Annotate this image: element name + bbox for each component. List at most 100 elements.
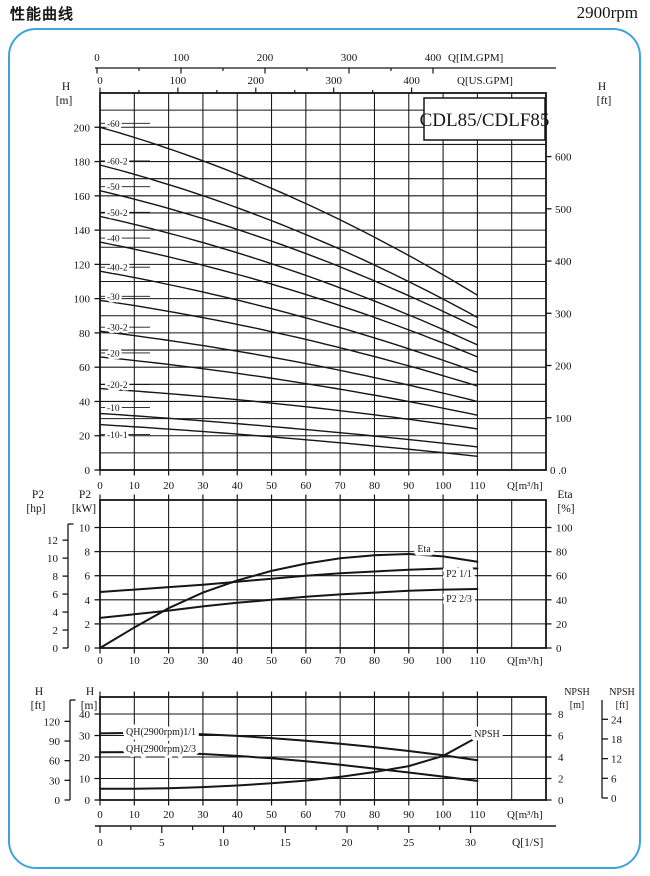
tick-label-p2-hp: 0 <box>53 643 59 655</box>
tick-label-q: 70 <box>335 480 347 492</box>
tick-label-p2-hp: 12 <box>47 535 58 547</box>
tick-label-npsh-m: 4 <box>558 752 564 764</box>
axis-header-eta: [%] <box>557 503 574 515</box>
axis-header-npsh-ft: [ft] <box>616 700 629 711</box>
hq-curve-label: -10 <box>107 404 120 414</box>
npsh-curve-label: NPSH <box>474 729 500 740</box>
tick-label-h-ft: 120 <box>44 716 61 728</box>
tick-label-npsh-m: 6 <box>558 731 564 743</box>
chart-title-box <box>423 97 546 141</box>
tick-label-npsh-ft: 6 <box>611 773 617 785</box>
tick-label-eta: 80 <box>556 547 568 559</box>
tick-label-h-ft: 90 <box>49 736 61 748</box>
axis-header-h-ft: H <box>598 81 606 93</box>
p2-23-curve-label: P2 2/3 <box>446 594 472 605</box>
axis-label-q: Q[m³/h] <box>507 655 543 667</box>
tick-label-eta: 40 <box>556 595 568 607</box>
axis-label-usgpm: Q[US.GPM] <box>457 75 513 87</box>
plot-frame-middle <box>99 499 547 649</box>
hq-curve <box>99 164 479 319</box>
tick-label-eta: 100 <box>556 523 573 535</box>
tick-label-q: 50 <box>266 480 278 492</box>
tick-label-q: 60 <box>300 480 312 492</box>
tick-label-q: 0 <box>97 480 103 492</box>
tick-label-q: 90 <box>403 809 415 821</box>
tick-label-p2-kw: 10 <box>79 523 91 535</box>
tick-label-q: 110 <box>469 480 486 492</box>
tick-label-q: 0 <box>97 809 103 821</box>
axis-header-p2-kw: P2 <box>79 489 91 501</box>
tick-label-q: 40 <box>232 480 244 492</box>
tick-label-imgpm: 100 <box>173 52 190 64</box>
tick-label-q: 10 <box>129 480 141 492</box>
hq-curve-label: -60 <box>107 120 120 130</box>
tick-label-p2-hp: 4 <box>53 607 59 619</box>
tick-label-h-m: 30 <box>79 731 91 743</box>
tick-label-h-ft: 300 <box>555 308 572 320</box>
hq-curve <box>99 387 479 430</box>
tick-label-p2-hp: 10 <box>47 553 59 565</box>
tick-label-q: 0 <box>97 655 103 667</box>
tick-label-h-ft-zero: 0 .0 <box>550 465 567 477</box>
tick-label-imgpm: 0 <box>94 52 100 64</box>
tick-label-h-ft: 200 <box>555 361 572 373</box>
tick-label-imgpm: 400 <box>425 52 442 64</box>
tick-label-h-ft: 500 <box>555 204 572 216</box>
tick-label-npsh-m: 2 <box>558 774 564 786</box>
eta-curve-label: Eta <box>417 544 431 555</box>
tick-label-h-m: 100 <box>74 294 91 306</box>
chart-title: CDL85/CDLF85 <box>420 110 550 131</box>
tick-label-imgpm: 300 <box>341 52 358 64</box>
hq-curve-label: -60-2 <box>107 157 128 167</box>
tick-label-h-m: 80 <box>79 328 91 340</box>
tick-label-q-ls: 0 <box>97 837 103 849</box>
tick-label-q: 90 <box>403 655 415 667</box>
tick-label-h-m: 120 <box>74 259 91 271</box>
axis-header-p2-hp: P2 <box>32 489 44 501</box>
tick-label-h-m: 0 <box>85 465 91 477</box>
tick-label-q: 70 <box>335 809 347 821</box>
hq-curve-label: -20-2 <box>107 381 128 391</box>
plot-frame-top <box>99 92 547 471</box>
hq-curve <box>99 412 479 448</box>
hq-curve-label: -50 <box>107 183 120 193</box>
tick-label-imgpm: 200 <box>257 52 274 64</box>
tick-label-p2-hp: 6 <box>53 589 59 601</box>
tick-label-q: 80 <box>369 655 381 667</box>
hq-curve <box>99 215 479 346</box>
tick-label-q: 100 <box>435 655 452 667</box>
hq-curve-label: -30-2 <box>107 324 128 334</box>
hq-curve-label: -40 <box>107 235 120 245</box>
hq-curve <box>99 330 479 403</box>
tick-label-q: 80 <box>369 809 381 821</box>
tick-label-q: 10 <box>129 809 141 821</box>
tick-label-npsh-m: 0 <box>558 795 564 807</box>
tick-label-h-ft: 0 <box>55 795 61 807</box>
tick-label-p2-hp: 8 <box>53 571 59 583</box>
axis-label-q-ls: Q[1/S] <box>512 837 543 849</box>
hq-curve-label: -50-2 <box>107 209 128 219</box>
npsh-curve <box>99 736 479 790</box>
tick-label-p2-kw: 2 <box>85 619 91 631</box>
tick-label-q: 50 <box>266 809 278 821</box>
page-title: 性能曲线 <box>10 5 75 23</box>
tick-label-h-m: 140 <box>74 225 91 237</box>
tick-label-usgpm: 400 <box>403 75 420 87</box>
hq-curve-label: -20 <box>107 349 120 359</box>
tick-label-h-ft: 600 <box>555 152 572 164</box>
axis-header-h-ft: H <box>35 686 43 698</box>
tick-label-h-m: 20 <box>79 752 91 764</box>
axis-header-npsh-m: NPSH <box>564 687 590 698</box>
tick-label-q: 60 <box>300 809 312 821</box>
tick-label-q: 50 <box>266 655 278 667</box>
tick-label-usgpm: 0 <box>97 75 103 87</box>
axis-header-h-m: H <box>62 81 70 93</box>
tick-label-q: 100 <box>435 480 452 492</box>
tick-label-p2-hp: 2 <box>53 625 59 637</box>
axis-header-h-m: H <box>86 686 94 698</box>
tick-label-q: 30 <box>197 480 209 492</box>
tick-label-h-m: 180 <box>74 157 91 169</box>
plot-frame-bottom <box>99 696 547 801</box>
p2-11-curve <box>99 567 479 593</box>
tick-label-q-ls: 5 <box>159 837 165 849</box>
